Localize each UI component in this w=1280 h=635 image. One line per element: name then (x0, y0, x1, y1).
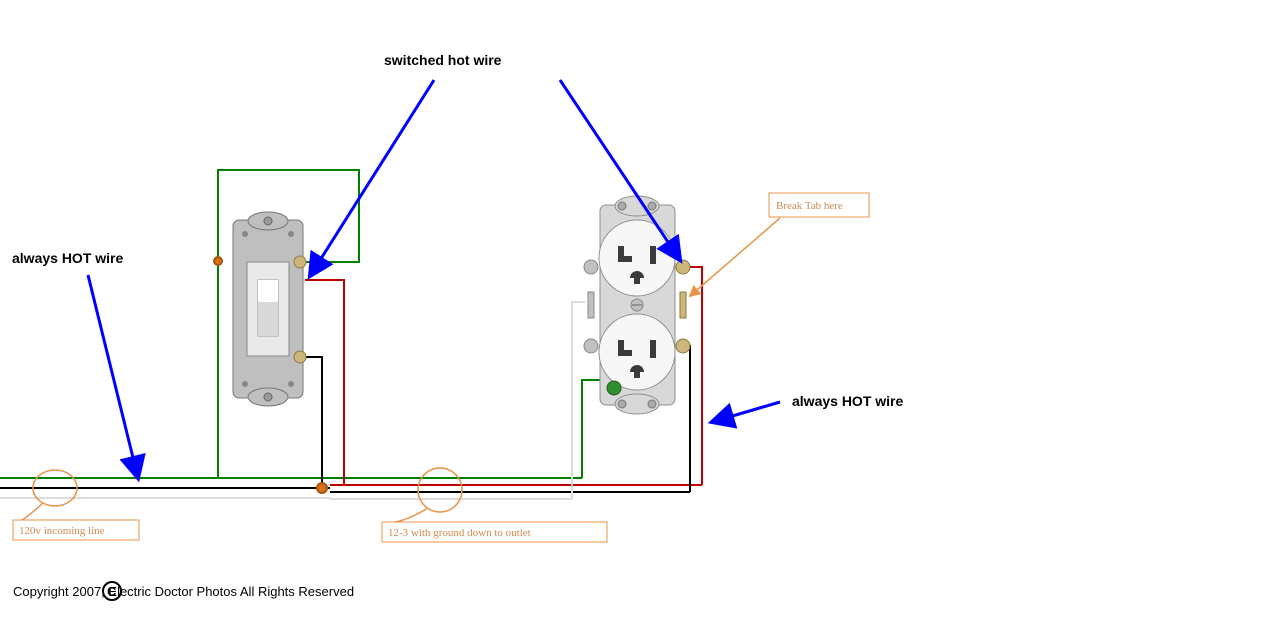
cable-ellipse-icon (418, 468, 462, 512)
outlet-hot-tab (680, 292, 686, 318)
outlet-neutral-screw-bottom (584, 339, 598, 353)
switched-red-from-switch (305, 280, 344, 485)
break-tab-label: Break Tab here (776, 200, 843, 212)
wires-group (0, 170, 702, 499)
outlet-neutral-screw-top (584, 260, 598, 274)
switched-red-to-outlet (690, 267, 702, 485)
cable-leader (395, 508, 428, 522)
always-hot-right-label: always HOT wire (792, 393, 903, 409)
incoming-line-label: 120v incoming line (19, 525, 105, 537)
neutral-white-to-outlet (572, 302, 585, 499)
wire-nut-icon (317, 483, 327, 493)
copyright-text: Copyright 2007, Electric Doctor Photos A… (13, 584, 354, 599)
wiring-diagram: switched hot wire always HOT wire always… (0, 0, 1280, 635)
light-switch (233, 212, 306, 406)
outlet-hot-screw-bottom (676, 339, 690, 353)
switched-hot-label: switched hot wire (384, 52, 502, 68)
always-hot-left-arrow (88, 275, 138, 478)
outlet-hot-screw-top (676, 260, 690, 274)
outlet-neutral-tab (588, 292, 594, 318)
incoming-leader (22, 503, 43, 520)
switched-hot-arrow-left (310, 80, 434, 276)
wire-nut-icon (214, 257, 222, 265)
always-hot-right-arrow (712, 402, 780, 422)
switch-screw-bottom (294, 351, 306, 363)
cable-label: 12-3 with ground down to outlet (388, 527, 531, 539)
always-hot-left-label: always HOT wire (12, 250, 123, 266)
switch-black-wire (305, 357, 322, 488)
copyright-c-icon: C (107, 584, 117, 599)
always-hot-black-to-outlet (683, 346, 690, 492)
outlet-ground-screw (607, 381, 621, 395)
break-tab-arrow (690, 218, 780, 296)
switch-screw-top (294, 256, 306, 268)
duplex-outlet (584, 196, 690, 414)
